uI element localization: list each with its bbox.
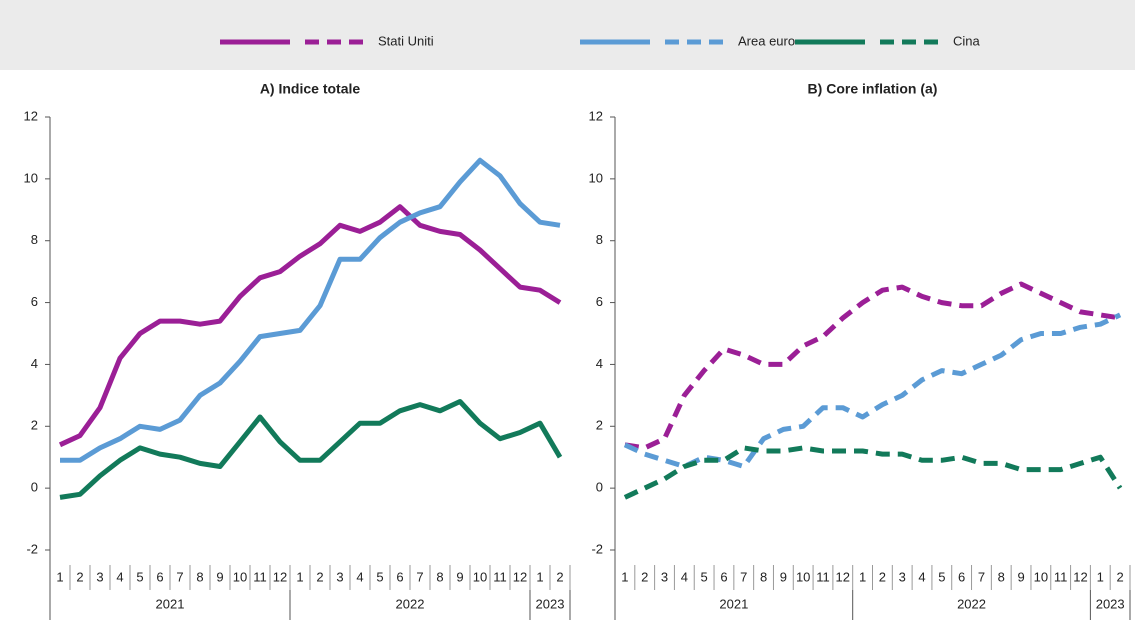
y-tick-label: 4 — [31, 356, 38, 371]
x-tick-label: 5 — [701, 569, 708, 584]
x-tick-label: 6 — [720, 569, 727, 584]
x-tick-label: 7 — [740, 569, 747, 584]
series-line — [624, 281, 1121, 451]
x-tick-label: 11 — [1054, 569, 1068, 584]
y-tick-label: -2 — [26, 541, 38, 556]
series-line — [623, 445, 1123, 500]
x-tick-label: 3 — [661, 569, 668, 584]
year-label: 2023 — [1096, 596, 1125, 611]
y-tick-label: 12 — [589, 108, 603, 123]
year-label: 2022 — [396, 596, 425, 611]
x-tick-label: 12 — [836, 569, 850, 584]
x-tick-label: 4 — [918, 569, 925, 584]
x-tick-label: 1 — [859, 569, 866, 584]
legend-band — [0, 0, 1135, 70]
y-tick-label: 0 — [596, 480, 603, 495]
x-tick-label: 10 — [1034, 569, 1048, 584]
legend-label: Area euro — [738, 33, 795, 48]
series-line — [623, 312, 1122, 469]
x-tick-label: 3 — [96, 569, 103, 584]
y-tick-label: 8 — [31, 232, 38, 247]
x-tick-label: 2 — [556, 569, 563, 584]
x-tick-label: 11 — [816, 569, 830, 584]
x-tick-label: 2 — [879, 569, 886, 584]
x-tick-label: 1 — [296, 569, 303, 584]
panel-title: B) Core inflation (a) — [808, 81, 938, 97]
x-tick-label: 4 — [116, 569, 123, 584]
x-tick-label: 5 — [376, 569, 383, 584]
x-tick-label: 7 — [416, 569, 423, 584]
x-tick-label: 4 — [681, 569, 688, 584]
x-tick-label: 3 — [899, 569, 906, 584]
y-tick-label: 8 — [596, 232, 603, 247]
x-tick-label: 7 — [978, 569, 985, 584]
x-tick-label: 2 — [641, 569, 648, 584]
x-tick-label: 1 — [621, 569, 628, 584]
legend-label: Cina — [953, 33, 981, 48]
x-tick-label: 9 — [216, 569, 223, 584]
x-tick-label: 1 — [56, 569, 63, 584]
x-tick-label: 9 — [456, 569, 463, 584]
x-tick-label: 5 — [938, 569, 945, 584]
x-tick-label: 8 — [760, 569, 767, 584]
x-tick-label: 12 — [273, 569, 287, 584]
series-line — [58, 204, 562, 448]
x-tick-label: 2 — [76, 569, 83, 584]
x-tick-label: 7 — [176, 569, 183, 584]
series-line — [60, 157, 561, 463]
year-label: 2023 — [536, 596, 565, 611]
x-tick-label: 9 — [1017, 569, 1024, 584]
x-tick-label: 8 — [998, 569, 1005, 584]
x-tick-label: 11 — [493, 569, 507, 584]
y-tick-label: -2 — [591, 541, 603, 556]
x-tick-label: 4 — [356, 569, 363, 584]
y-tick-label: 10 — [24, 170, 38, 185]
x-tick-label: 6 — [156, 569, 163, 584]
x-tick-label: 10 — [473, 569, 487, 584]
y-tick-label: 4 — [596, 356, 603, 371]
year-label: 2021 — [719, 596, 748, 611]
x-tick-label: 5 — [136, 569, 143, 584]
year-label: 2022 — [957, 596, 986, 611]
y-tick-label: 2 — [596, 418, 603, 433]
y-tick-label: 2 — [31, 418, 38, 433]
x-tick-label: 1 — [536, 569, 543, 584]
x-tick-label: 2 — [1116, 569, 1123, 584]
x-tick-label: 11 — [253, 569, 267, 584]
x-tick-label: 10 — [796, 569, 810, 584]
y-tick-label: 6 — [596, 294, 603, 309]
y-tick-label: 6 — [31, 294, 38, 309]
x-tick-label: 12 — [1073, 569, 1087, 584]
x-tick-label: 9 — [780, 569, 787, 584]
legend-label: Stati Uniti — [378, 33, 434, 48]
panel-title: A) Indice totale — [260, 81, 361, 97]
x-tick-label: 1 — [1097, 569, 1104, 584]
x-tick-label: 6 — [396, 569, 403, 584]
x-tick-label: 10 — [233, 569, 247, 584]
y-tick-label: 0 — [31, 480, 38, 495]
year-label: 2021 — [156, 596, 185, 611]
y-tick-label: 12 — [24, 108, 38, 123]
x-tick-label: 8 — [436, 569, 443, 584]
y-tick-label: 10 — [589, 170, 603, 185]
x-tick-label: 3 — [336, 569, 343, 584]
x-tick-label: 8 — [196, 569, 203, 584]
x-tick-label: 12 — [513, 569, 527, 584]
series-line — [59, 399, 563, 500]
x-tick-label: 6 — [958, 569, 965, 584]
x-tick-label: 2 — [316, 569, 323, 584]
